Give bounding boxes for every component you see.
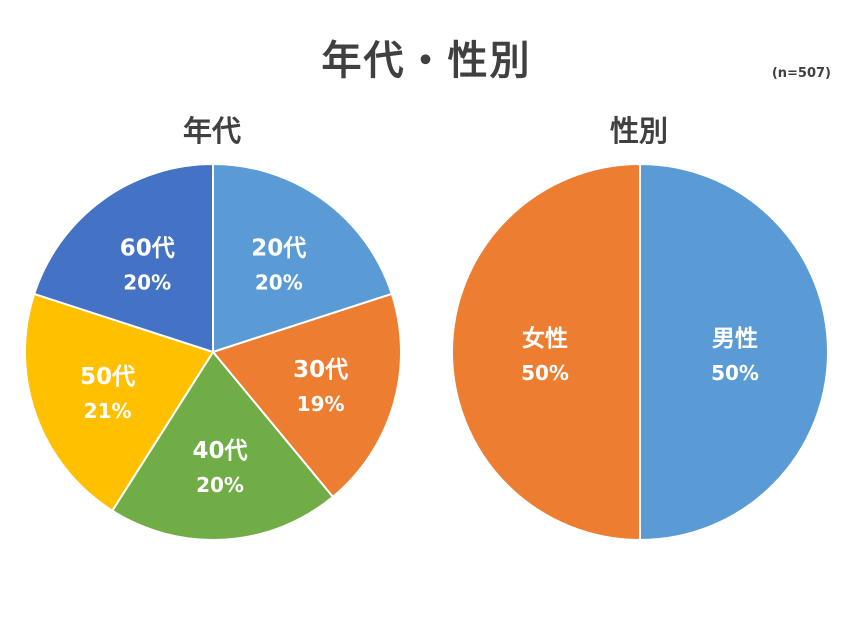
age-slice-1-label: 30代 (293, 357, 348, 383)
age-slice-4 (32, 162, 214, 354)
gender-slice-1-percent: 50% (521, 361, 569, 385)
gender-pie-chart: 男性 50% 女性 50% (451, 162, 829, 542)
sample-size-note: (n=507) (771, 66, 831, 81)
gender-chart-title: 性別 (609, 114, 668, 148)
age-slice-2-percent: 20% (196, 473, 244, 497)
age-slice-2 (110, 350, 335, 541)
gender-slice-0-percent: 50% (711, 361, 759, 385)
gender-slice-0 (639, 162, 829, 542)
age-slice-2-label: 40代 (192, 438, 247, 464)
gender-slice-1-label: 女性 (522, 325, 568, 352)
age-chart-title: 年代 (182, 114, 241, 148)
age-slice-0-label: 20代 (251, 235, 306, 261)
gender-slice-0-label: 男性 (712, 326, 758, 352)
page-title: 年代・性別 (321, 38, 532, 84)
age-slice-1 (211, 292, 402, 499)
age-slice-1-percent: 19% (297, 392, 345, 416)
gender-slice-1 (451, 162, 641, 542)
age-slice-0 (212, 162, 394, 354)
age-slice-4-percent: 20% (123, 270, 171, 294)
age-slice-3-percent: 21% (84, 399, 132, 423)
age-slice-3 (24, 292, 215, 513)
age-slice-0-percent: 20% (255, 270, 303, 294)
age-pie-chart: 20代 20% 30代 19% 40代 20% 50代 21% 60代 20% (24, 162, 402, 541)
age-slice-3-label: 50代 (80, 364, 135, 390)
age-slice-4-label: 60代 (120, 235, 175, 261)
